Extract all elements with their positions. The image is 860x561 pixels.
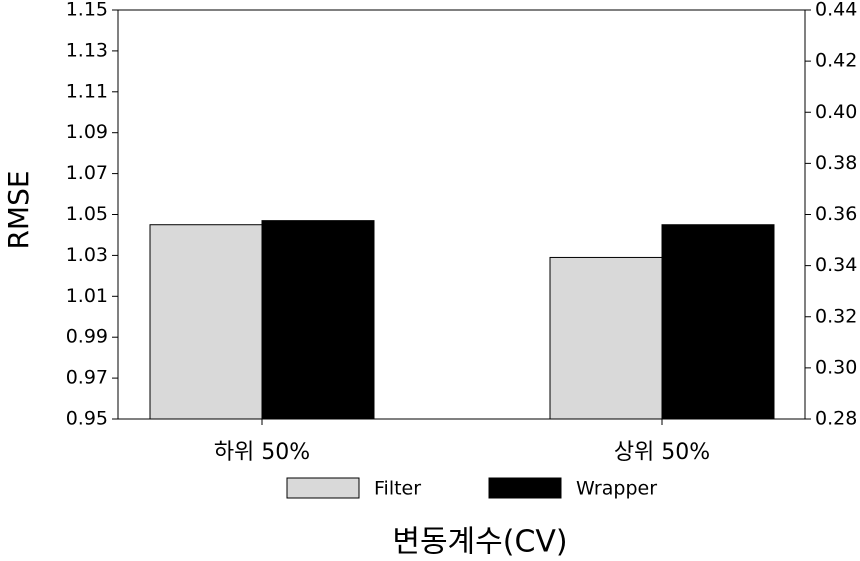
y-tick-label: 0.95 <box>66 408 108 430</box>
y2-tick-label: 0.36 <box>815 203 857 225</box>
y2-tick-label: 0.44 <box>815 0 857 21</box>
bar <box>261 220 375 420</box>
y2-tick-label: 0.38 <box>815 152 857 174</box>
y-tick-label: 0.99 <box>66 326 108 348</box>
y2-tick-label: 0.34 <box>815 254 857 276</box>
x-tick-label: 상위 50% <box>614 440 710 465</box>
y-tick-label: 1.11 <box>66 80 108 102</box>
y2-tick-label: 0.30 <box>815 356 857 378</box>
y2-tick-label: 0.40 <box>815 101 857 123</box>
y-tick-label: 1.01 <box>66 285 108 307</box>
legend-swatch <box>286 477 360 499</box>
bar <box>661 224 775 420</box>
y-tick-label: 1.03 <box>66 244 108 266</box>
bar <box>149 224 263 420</box>
legend-label: Filter <box>374 478 421 500</box>
y2-tick-label: 0.28 <box>815 408 857 430</box>
y-tick-label: 1.05 <box>66 203 108 225</box>
y-tick-label: 1.15 <box>66 0 108 21</box>
legend-swatch <box>488 477 562 499</box>
y-tick-label: 1.07 <box>66 162 108 184</box>
y2-tick-label: 0.32 <box>815 305 857 327</box>
y2-tick-label: 0.42 <box>815 50 857 72</box>
plot-frame <box>117 9 806 420</box>
y-tick-label: 1.09 <box>66 121 108 143</box>
x-axis-label: 변동계수(CV) <box>392 525 567 560</box>
y-axis-label: RMSE <box>2 170 35 249</box>
x-tick-label: 하위 50% <box>214 440 310 465</box>
legend-label: Wrapper <box>576 478 657 500</box>
bar <box>549 256 663 420</box>
y-tick-label: 1.13 <box>66 39 108 61</box>
y-tick-label: 0.97 <box>66 367 108 389</box>
